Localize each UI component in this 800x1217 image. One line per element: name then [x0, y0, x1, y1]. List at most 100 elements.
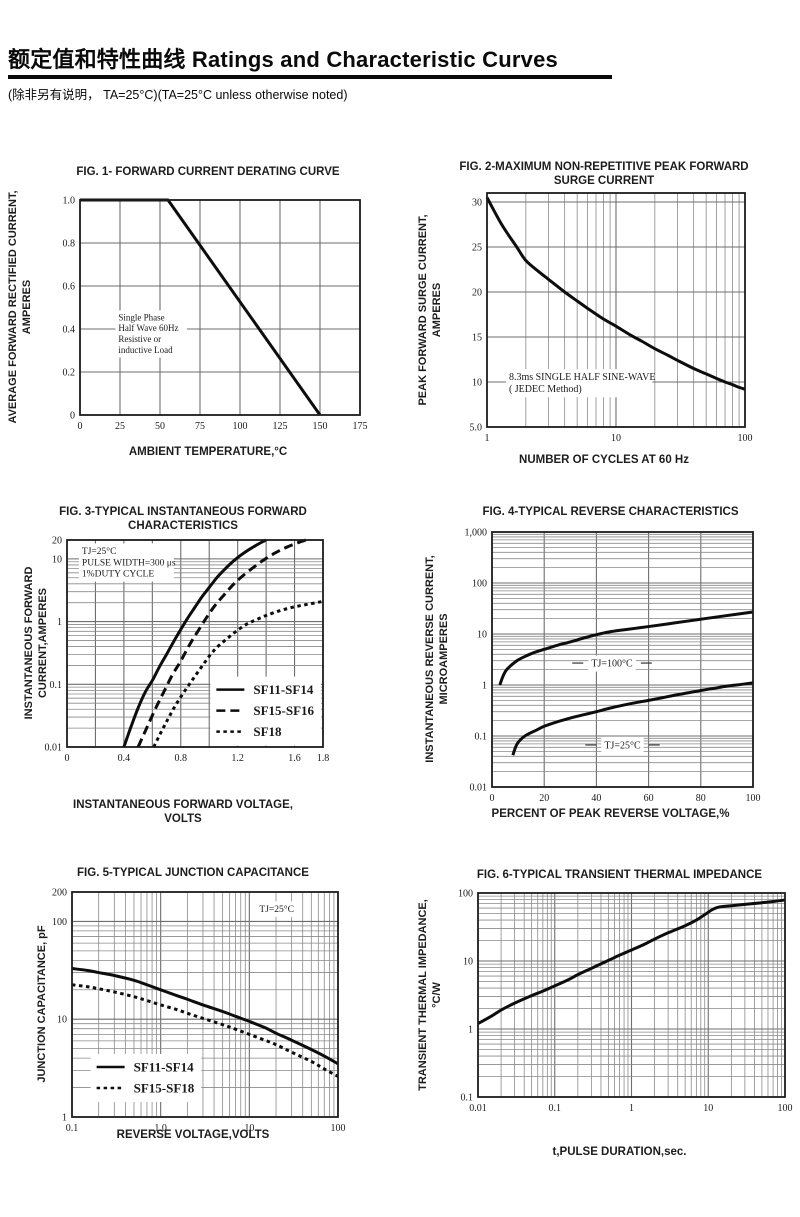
svg-text:0: 0	[78, 421, 83, 432]
svg-text:0.4: 0.4	[118, 753, 131, 764]
svg-text:inductive Load: inductive Load	[118, 345, 173, 355]
svg-text:30: 30	[472, 198, 482, 209]
figure-4-title: FIG. 4-TYPICAL REVERSE CHARACTERISTICS	[482, 506, 739, 518]
svg-text:0.1: 0.1	[475, 732, 488, 743]
figure-1-title: FIG. 1- FORWARD CURRENT DERATING CURVE	[76, 166, 340, 178]
svg-text:1: 1	[62, 1113, 67, 1124]
svg-text:100: 100	[778, 1103, 793, 1114]
svg-text:0.1: 0.1	[50, 680, 63, 691]
svg-text:100: 100	[746, 793, 761, 804]
svg-text:10: 10	[477, 630, 487, 641]
svg-text:0.8: 0.8	[63, 239, 76, 250]
figure-2-title: FIG. 2-MAXIMUM NON-REPETITIVE PEAK FORWA…	[459, 161, 749, 188]
svg-text:( JEDEC Method): ( JEDEC Method)	[509, 384, 582, 395]
svg-text:1: 1	[482, 681, 487, 692]
svg-text:100: 100	[738, 433, 753, 444]
svg-text:0: 0	[70, 411, 75, 422]
svg-text:100: 100	[52, 917, 67, 928]
svg-text:1: 1	[57, 617, 62, 628]
title-underline	[8, 75, 612, 79]
svg-text:SF18: SF18	[253, 724, 282, 739]
svg-text:TJ=100°C: TJ=100°C	[591, 659, 633, 670]
svg-text:Single Phase: Single Phase	[118, 312, 164, 322]
svg-text:0: 0	[490, 793, 495, 804]
svg-text:1.8: 1.8	[317, 753, 330, 764]
svg-text:175: 175	[353, 421, 368, 432]
figure-4-plot-canvas: TJ=100°C TJ=25°C 0 20 40 60 80 100 0.01 0.1 1 10 100…	[465, 528, 761, 805]
svg-text:125: 125	[273, 421, 288, 432]
figure-4: FIG. 4-TYPICAL REVERSE CHARACTERISTICS I…	[400, 498, 780, 838]
svg-text:0.8: 0.8	[175, 753, 188, 764]
figure-3-title: FIG. 3-TYPICAL INSTANTANEOUS FORWARD CHA…	[59, 506, 307, 533]
svg-text:TJ=25°C: TJ=25°C	[604, 740, 641, 751]
svg-text:0.6: 0.6	[63, 282, 76, 293]
svg-text:0.2: 0.2	[63, 368, 76, 379]
svg-text:SF11-SF14: SF11-SF14	[134, 1060, 194, 1075]
svg-text:8.3ms SINGLE HALF SINE-WAVE: 8.3ms SINGLE HALF SINE-WAVE	[509, 372, 655, 383]
svg-text:10: 10	[703, 1103, 713, 1114]
svg-text:TJ=25°C: TJ=25°C	[259, 904, 294, 915]
svg-text:1.2: 1.2	[231, 753, 244, 764]
figure-5-plot-canvas: TJ=25°C SF11-SF14 SF15-SF18 0.1 1.0 10 100 1 10 1…	[52, 888, 346, 1135]
svg-text:1%DUTY CYCLE: 1%DUTY CYCLE	[82, 570, 154, 580]
svg-text:100: 100	[331, 1123, 346, 1134]
svg-text:20: 20	[472, 288, 482, 299]
svg-text:0.1: 0.1	[549, 1103, 562, 1114]
svg-text:1,000: 1,000	[465, 528, 488, 539]
svg-text:0.01: 0.01	[45, 743, 63, 754]
svg-text:5.0: 5.0	[470, 423, 483, 434]
svg-text:1.6: 1.6	[288, 753, 301, 764]
figure-5: FIG. 5-TYPICAL JUNCTION CAPACITANCE JUNC…	[0, 855, 355, 1160]
figure-4-y-axis-label: INSTANTANEOUS REVERSE CURRENT, MICROAMPE…	[424, 555, 451, 763]
page-subtitle: (除非另有说明， TA=25°C)(TA=25°C unless otherwi…	[8, 88, 348, 102]
figure-6: FIG. 6-TYPICAL TRANSIENT THERMAL IMPEDAN…	[400, 855, 800, 1165]
svg-text:1.0: 1.0	[63, 196, 76, 207]
svg-text:10: 10	[244, 1123, 254, 1134]
svg-text:50: 50	[155, 421, 165, 432]
figure-6-title: FIG. 6-TYPICAL TRANSIENT THERMAL IMPEDAN…	[476, 869, 763, 881]
page-title: 额定值和特性曲线 Ratings and Characteristic Curv…	[8, 47, 558, 72]
figure-2-x-axis-label: NUMBER OF CYCLES AT 60 Hz	[519, 454, 689, 466]
svg-text:10: 10	[611, 433, 621, 444]
figure-2-y-axis-label: PEAK FORWARD SURGE CURRENT, AMPERES	[417, 214, 444, 406]
svg-text:10: 10	[57, 1015, 67, 1026]
svg-text:SF11-SF14: SF11-SF14	[253, 682, 313, 697]
svg-text:40: 40	[591, 793, 601, 804]
svg-text:SF15-SF18: SF15-SF18	[134, 1081, 195, 1096]
svg-text:0.1: 0.1	[461, 1093, 474, 1104]
svg-text:TJ=25°C: TJ=25°C	[82, 546, 117, 557]
svg-text:0.01: 0.01	[469, 1103, 487, 1114]
svg-text:20: 20	[539, 793, 549, 804]
svg-text:0: 0	[65, 753, 70, 764]
svg-text:100: 100	[233, 421, 248, 432]
svg-text:0.1: 0.1	[66, 1123, 79, 1134]
svg-text:80: 80	[696, 793, 706, 804]
figure-3: FIG. 3-TYPICAL INSTANTANEOUS FORWARD CHA…	[0, 498, 345, 838]
svg-text:100: 100	[472, 579, 487, 590]
svg-text:25: 25	[472, 243, 482, 254]
svg-text:SF15-SF16: SF15-SF16	[253, 703, 314, 718]
svg-text:0.4: 0.4	[63, 325, 76, 336]
svg-text:PULSE WIDTH=300 μs: PULSE WIDTH=300 μs	[82, 558, 176, 568]
svg-text:150: 150	[313, 421, 328, 432]
svg-text:1: 1	[485, 433, 490, 444]
figure-4-x-axis-label: PERCENT OF PEAK REVERSE VOLTAGE,%	[491, 808, 730, 820]
svg-text:Half Wave 60Hz: Half Wave 60Hz	[118, 323, 178, 333]
svg-text:20: 20	[52, 536, 62, 547]
figure-6-x-axis-label: t,PULSE DURATION,sec.	[552, 1146, 687, 1158]
svg-text:10: 10	[472, 378, 482, 389]
svg-text:10: 10	[52, 554, 62, 565]
figure-1: FIG. 1- FORWARD CURRENT DERATING CURVE A…	[2, 160, 374, 470]
svg-text:60: 60	[644, 793, 654, 804]
figure-2-plot-canvas: 8.3ms SINGLE HALF SINE-WAVE( JEDEC Metho…	[470, 192, 753, 444]
svg-text:1: 1	[468, 1025, 473, 1036]
figure-1-x-axis-label: AMBIENT TEMPERATURE,°C	[128, 446, 288, 458]
svg-text:1: 1	[629, 1103, 634, 1114]
svg-text:200: 200	[52, 888, 67, 899]
svg-text:0.01: 0.01	[470, 783, 488, 794]
svg-text:15: 15	[472, 333, 482, 344]
figure-5-x-axis-label: REVERSE VOLTAGE,VOLTS	[116, 1129, 270, 1141]
